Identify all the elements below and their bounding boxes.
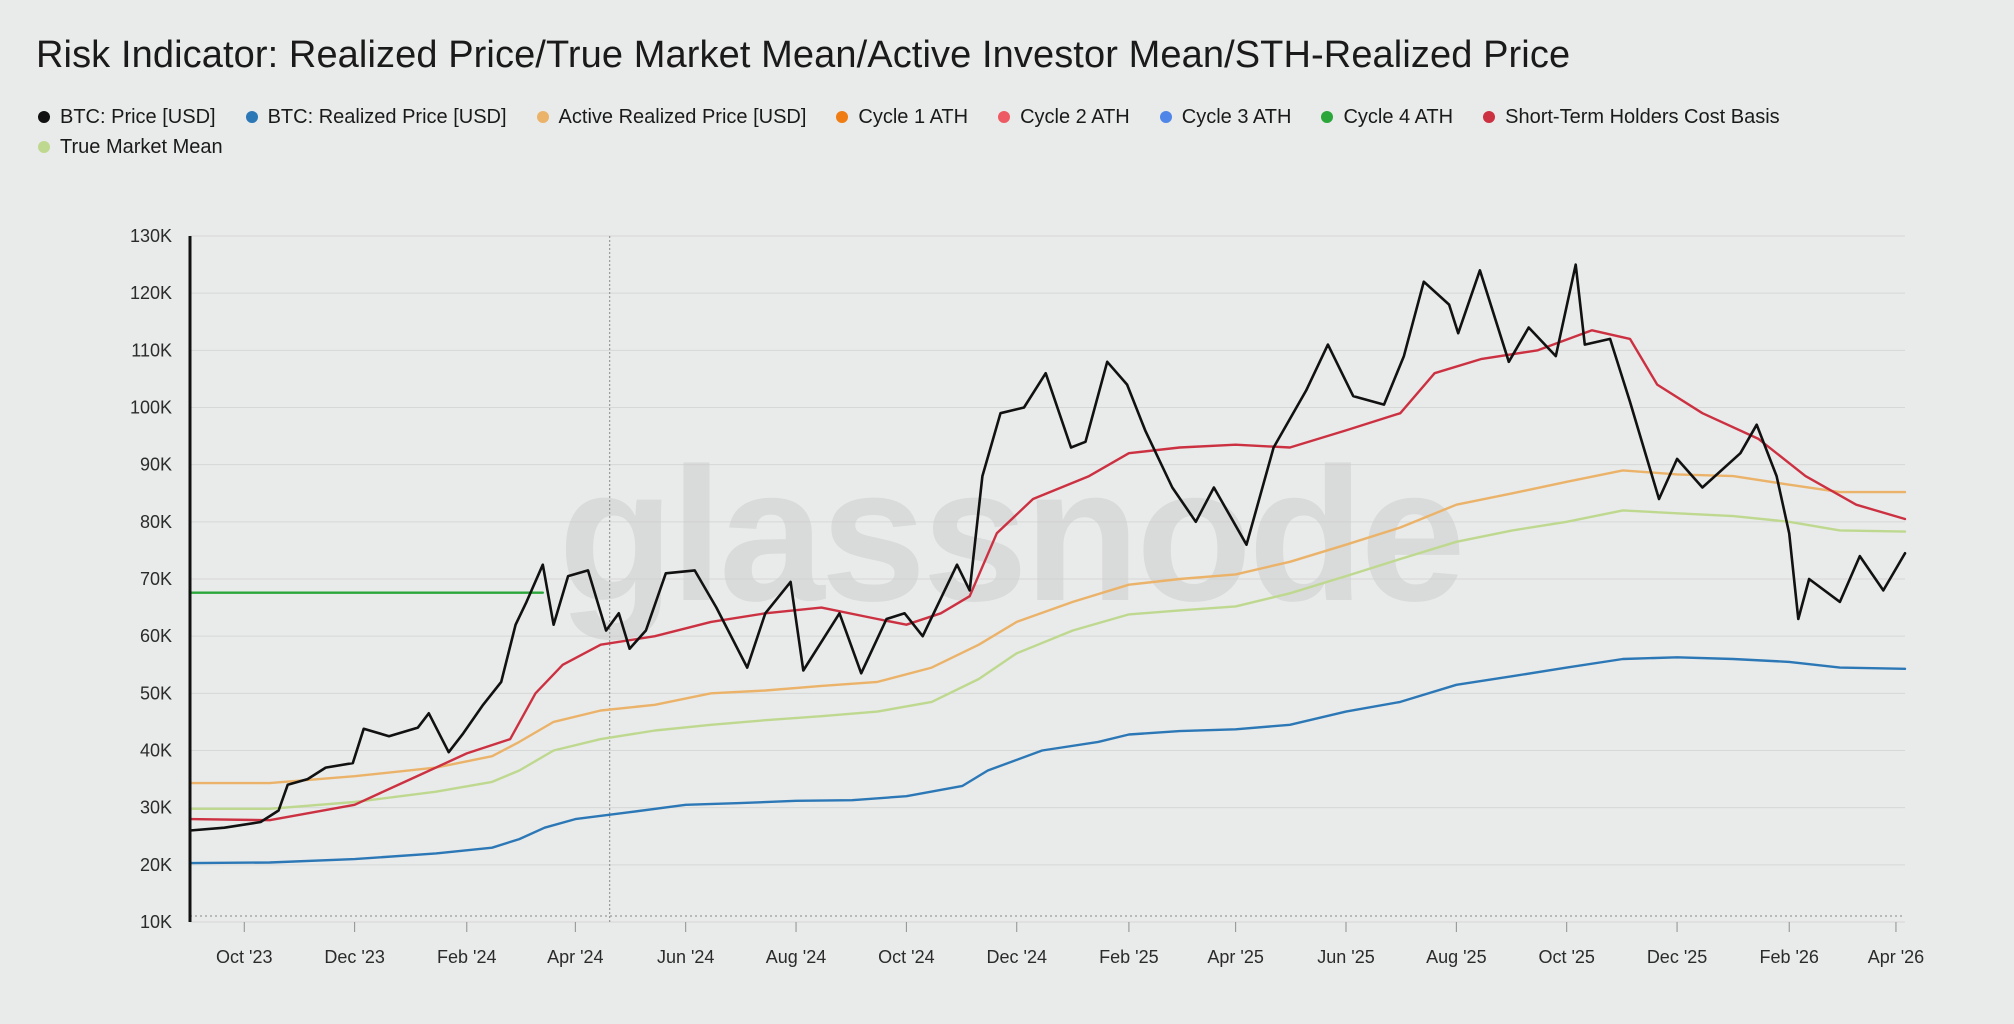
y-tick-label: 20K	[140, 855, 172, 875]
x-tick-label: Dec '25	[1647, 947, 1707, 967]
x-tick-label: Feb '24	[437, 947, 496, 967]
y-tick-label: 90K	[140, 455, 172, 475]
legend-dot-icon	[1321, 111, 1334, 123]
y-tick-label: 30K	[140, 798, 172, 818]
legend-dot-icon	[1159, 111, 1172, 123]
legend-label: BTC: Realized Price [USD]	[267, 106, 507, 128]
x-tick-label: Oct '24	[878, 947, 934, 967]
legend-label: Cycle 3 ATH	[1181, 106, 1292, 128]
chart-title: Risk Indicator: Realized Price/True Mark…	[36, 34, 1571, 76]
x-tick-label: Feb '25	[1099, 947, 1158, 967]
legend-label: Cycle 4 ATH	[1343, 106, 1454, 128]
legend-item[interactable]: BTC: Price [USD]	[38, 106, 216, 128]
x-tick-label: Aug '25	[1426, 947, 1487, 967]
legend-dot-icon	[245, 111, 258, 123]
legend-item[interactable]: True Market Mean	[38, 136, 223, 158]
x-tick-label: Apr '26	[1868, 947, 1924, 967]
series-line-true-market-mean	[188, 509, 1907, 810]
legend-dot-icon	[1483, 111, 1496, 123]
y-tick-label: 120K	[130, 283, 172, 303]
legend-label: BTC: Price [USD]	[60, 106, 216, 128]
x-tick-label: Aug '24	[766, 947, 827, 967]
legend-item[interactable]: Short-Term Holders Cost Basis	[1483, 106, 1780, 128]
x-tick-label: Feb '26	[1759, 947, 1818, 967]
series-line-btc-realized-price-usd	[188, 656, 1907, 865]
series-line-btc-price-usd	[188, 263, 1907, 832]
legend-dot-icon	[38, 111, 50, 123]
legend-item[interactable]: Cycle 3 ATH	[1159, 106, 1292, 128]
y-tick-label: 110K	[131, 340, 172, 360]
y-tick-label: 100K	[130, 398, 172, 418]
y-tick-label: 60K	[140, 626, 172, 646]
watermark-text: glassnode	[558, 429, 1462, 641]
y-tick-label: 10K	[140, 912, 172, 932]
x-tick-label: Dec '23	[324, 947, 384, 967]
y-tick-label: 40K	[140, 741, 172, 761]
y-tick-label: 130K	[130, 226, 172, 246]
legend-label: Short-Term Holders Cost Basis	[1505, 106, 1780, 128]
x-tick-label: Apr '24	[547, 947, 603, 967]
chart-legend: BTC: Price [USD] BTC: Realized Price [USD…	[38, 106, 1938, 158]
series-line-short-term-holders-cost-basis	[188, 329, 1907, 822]
x-tick-label: Jun '24	[657, 947, 714, 967]
y-tick-label: 70K	[140, 569, 172, 589]
legend-item[interactable]: Active Realized Price [USD]	[536, 106, 807, 128]
legend-dot-icon	[38, 141, 50, 153]
x-tick-label: Dec '24	[987, 947, 1047, 967]
legend-label: Active Realized Price [USD]	[558, 106, 807, 128]
x-tick-label: Oct '23	[216, 947, 272, 967]
legend-item[interactable]: BTC: Realized Price [USD]	[245, 106, 507, 128]
legend-dot-icon	[536, 111, 549, 123]
legend-label: Cycle 2 ATH	[1020, 106, 1130, 128]
legend-item[interactable]: Cycle 1 ATH	[836, 106, 968, 128]
legend-label: True Market Mean	[60, 136, 223, 158]
y-tick-label: 80K	[140, 512, 172, 532]
x-tick-label: Apr '25	[1207, 947, 1263, 967]
series-line-active-realized-price-usd	[188, 469, 1907, 785]
legend-item[interactable]: Cycle 2 ATH	[998, 106, 1130, 128]
x-tick-label: Oct '25	[1538, 947, 1594, 967]
legend-dot-icon	[836, 111, 849, 123]
x-tick-label: Jun '25	[1317, 947, 1374, 967]
legend-label: Cycle 1 ATH	[858, 106, 969, 128]
y-tick-label: 50K	[140, 683, 172, 703]
legend-item[interactable]: Cycle 4 ATH	[1321, 106, 1453, 128]
legend-dot-icon	[998, 111, 1011, 123]
